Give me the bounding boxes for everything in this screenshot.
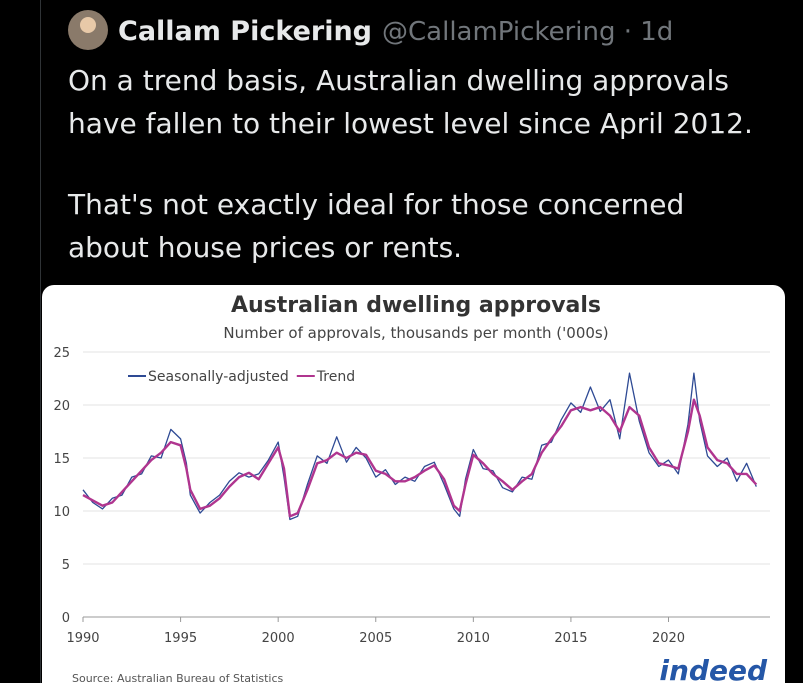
chart-title: Australian dwelling approvals bbox=[231, 293, 601, 318]
tweet-line: about house prices or rents. bbox=[68, 231, 462, 264]
y-tick-label: 5 bbox=[62, 558, 70, 573]
y-tick-label: 20 bbox=[53, 399, 70, 414]
legend-label: Seasonally-adjusted bbox=[148, 369, 289, 385]
x-tick-label: 2015 bbox=[554, 631, 587, 646]
tweet-line: That's not exactly ideal for those conce… bbox=[67, 188, 684, 221]
chart-card[interactable] bbox=[42, 285, 785, 683]
y-tick-label: 25 bbox=[53, 346, 70, 361]
author-handle[interactable]: @CallamPickering · 1d bbox=[382, 17, 673, 47]
tweet-line: On a trend basis, Australian dwelling ap… bbox=[68, 64, 729, 97]
chart-subtitle: Number of approvals, thousands per month… bbox=[223, 324, 608, 342]
y-tick-label: 0 bbox=[62, 611, 70, 626]
x-tick-label: 2005 bbox=[359, 631, 392, 646]
tweet-text: On a trend basis, Australian dwelling ap… bbox=[67, 64, 753, 264]
avatar-face bbox=[80, 17, 96, 33]
source: Source: Australian Bureau of Statistics bbox=[72, 672, 284, 683]
series-line bbox=[82, 398, 758, 518]
x-tick-label: 2010 bbox=[457, 631, 490, 646]
legend-label: Trend bbox=[316, 369, 355, 385]
y-tick-label: 10 bbox=[53, 505, 70, 520]
y-tick-label: 15 bbox=[53, 452, 70, 467]
x-tick-label: 1990 bbox=[66, 631, 99, 646]
x-tick-label: 2000 bbox=[262, 631, 295, 646]
x-tick-label: 1995 bbox=[164, 631, 197, 646]
logo: indeed bbox=[659, 654, 768, 683]
x-tick-label: 2020 bbox=[652, 631, 685, 646]
author-name[interactable]: Callam Pickering bbox=[118, 16, 372, 47]
tweet-line: have fallen to their lowest level since … bbox=[68, 107, 753, 140]
plot: 0 5 10 15 20 25 1990 1995 2000 2005 2010 2015 2020 Se… bbox=[53, 346, 770, 646]
